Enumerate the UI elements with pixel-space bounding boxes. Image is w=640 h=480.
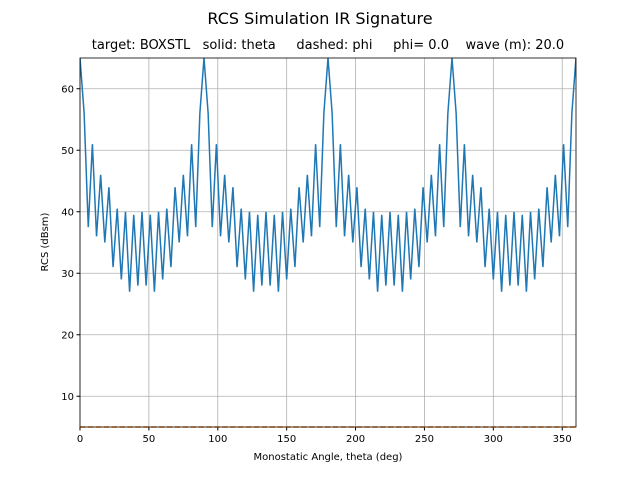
- y-tick-label: 30: [61, 269, 74, 280]
- x-tick-label: 300: [484, 434, 503, 445]
- y-tick-label: 60: [61, 84, 74, 95]
- y-tick-label: 10: [61, 392, 74, 403]
- y-axis-label: RCS (dBsm): [40, 212, 51, 271]
- y-tick-label: 40: [61, 207, 74, 218]
- data-line: [80, 58, 576, 292]
- plot-frame: [79, 57, 577, 428]
- y-tick-label: 20: [61, 330, 74, 341]
- x-tick-label: 0: [77, 434, 83, 445]
- x-tick-label: 150: [277, 434, 296, 445]
- x-tick-label: 350: [553, 434, 572, 445]
- chart-subtitle: target: BOXSTL solid: theta dashed: phi …: [92, 38, 564, 53]
- chart-title: RCS Simulation IR Signature: [207, 9, 432, 28]
- x-axis-label: Monostatic Angle, theta (deg): [254, 452, 403, 463]
- x-tick-label: 50: [143, 434, 156, 445]
- x-tick-label: 100: [208, 434, 227, 445]
- x-tick-label: 250: [415, 434, 434, 445]
- y-tick-label: 50: [61, 146, 74, 157]
- x-tick-label: 200: [346, 434, 365, 445]
